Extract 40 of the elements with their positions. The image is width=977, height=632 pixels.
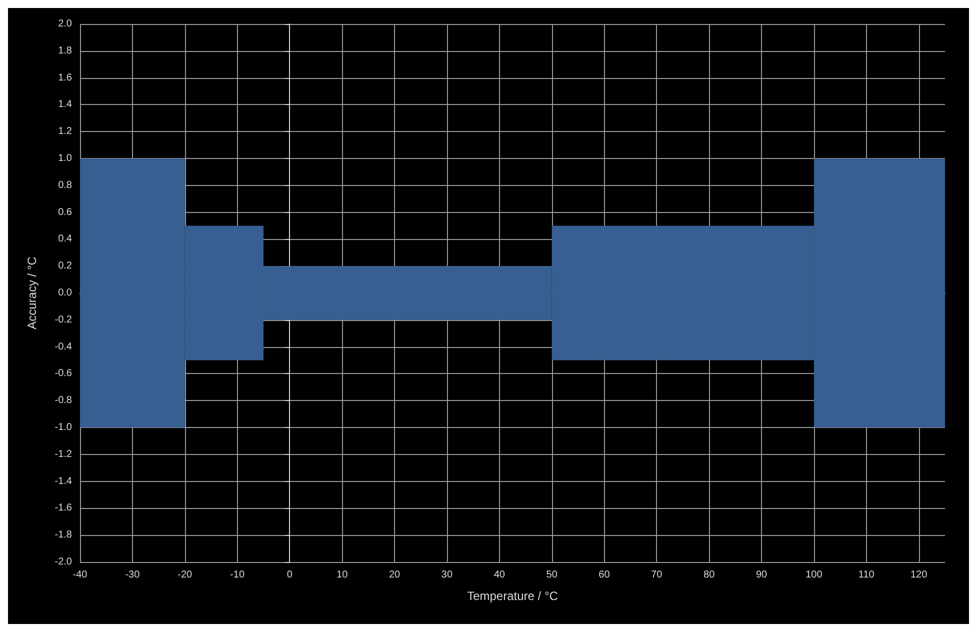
y-tick-label: -1.6	[54, 502, 72, 514]
y-tick-label: 0.0	[58, 288, 72, 298]
y-tick-label: -0.2	[54, 314, 72, 326]
y-tick-label: 0.8	[58, 180, 72, 191]
y-tick-label: -0.6	[54, 368, 72, 380]
y-tick-label: 0.6	[58, 206, 72, 218]
y-tick-label: 1.2	[58, 126, 72, 138]
x-tick-label: 60	[598, 570, 610, 580]
x-tick-label: 120	[910, 570, 928, 580]
x-tick-label: -30	[125, 570, 140, 580]
y-tick-label: -0.8	[54, 395, 72, 406]
x-tick-label: 70	[651, 570, 663, 580]
x-tick-label: 40	[494, 570, 506, 580]
y-tick-label: -1.4	[54, 476, 72, 487]
y-tick-label: -2.0	[54, 556, 72, 568]
y-axis-title: Accuracy / °C	[25, 256, 39, 330]
x-axis-title: Temperature / °C	[467, 589, 558, 603]
y-tick-label: 1.8	[58, 45, 72, 56]
y-tick-label: 1.4	[58, 99, 72, 110]
y-tick-label: 2.0	[58, 18, 72, 30]
y-tick-label: -1.2	[54, 448, 72, 460]
y-tick-label: 0.4	[58, 234, 72, 245]
x-tick-label: 30	[441, 570, 453, 580]
y-tick-label: -1.0	[54, 422, 72, 433]
x-tick-label: 100	[806, 570, 823, 580]
y-tick-label: 1.6	[58, 72, 72, 84]
y-tick-label: 1.0	[58, 153, 72, 164]
x-tick-label: -10	[230, 570, 245, 580]
x-tick-label: 20	[388, 570, 401, 580]
x-tick-label: 110	[858, 570, 875, 580]
x-tick-label: 80	[704, 570, 716, 580]
x-tick-label: -20	[178, 570, 193, 580]
y-tick-label: -0.4	[54, 341, 72, 352]
y-tick-label: -1.8	[54, 530, 72, 541]
x-tick-label: 0	[286, 570, 293, 580]
y-tick-label: 0.2	[58, 260, 72, 272]
x-tick-label: 10	[336, 570, 348, 580]
x-tick-label: 90	[756, 570, 768, 580]
x-tick-label: 50	[546, 570, 558, 580]
x-tick-label: -40	[72, 570, 88, 580]
